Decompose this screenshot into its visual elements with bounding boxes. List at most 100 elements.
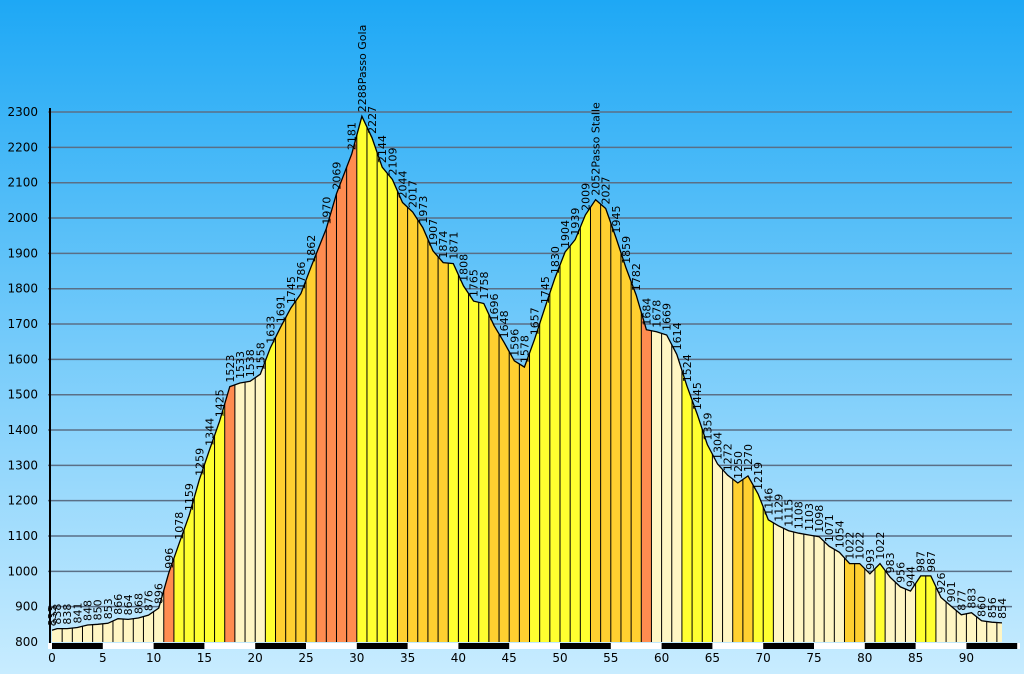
y-tick-label: 1000 (7, 564, 38, 578)
y-tick-label: 1200 (7, 494, 38, 508)
elevation-label: 1524 (681, 354, 694, 382)
x-tick-label: 40 (451, 651, 466, 665)
elevation-label: 1259 (193, 448, 206, 476)
y-tick-label: 1600 (7, 352, 38, 366)
y-tick-label: 900 (15, 600, 38, 614)
x-tick-label: 65 (705, 651, 720, 665)
elevation-label: 1907 (427, 219, 440, 247)
elevation-label: 1874 (437, 231, 450, 259)
x-axis-segment (255, 643, 306, 649)
elevation-label: 1146 (762, 488, 775, 516)
elevation-label: 1684 (640, 298, 653, 326)
y-tick-label: 2100 (7, 176, 38, 190)
elevation-label: 987 (915, 551, 928, 572)
elevation-label: 2144 (376, 135, 389, 163)
x-tick-label: 80 (857, 651, 872, 665)
elevation-label: 1538 (244, 349, 257, 377)
x-axis-bar (48, 643, 1020, 649)
y-tick-label: 1700 (7, 317, 38, 331)
elevation-label: 1904 (559, 220, 572, 248)
grade-band (641, 116, 652, 642)
elevation-label: 1533 (234, 351, 247, 379)
elevation-label: 1691 (275, 295, 288, 323)
elevation-labels: 8338388388418488508538668648688768969961… (46, 84, 1009, 626)
x-tick-label: 90 (959, 651, 974, 665)
elevation-label: 956 (894, 562, 907, 583)
elevation-label: 838 (61, 604, 74, 625)
elevation-label: 1558 (254, 342, 267, 370)
elevation-label: 1098 (813, 505, 826, 533)
elevation-label: 1071 (823, 514, 836, 542)
x-tick-label: 20 (248, 651, 263, 665)
x-axis-segment (153, 643, 205, 649)
elevation-label: 1129 (772, 494, 785, 522)
axes (48, 108, 1020, 649)
elevation-label: 983 (884, 552, 897, 573)
elevation-label: 2109 (386, 148, 399, 176)
elevation-label: 987 (925, 551, 938, 572)
x-tick-label: 75 (806, 651, 821, 665)
y-tick-label: 2200 (7, 140, 38, 154)
grade-band (265, 116, 276, 642)
elevation-label: 1270 (742, 444, 755, 472)
y-tick-label: 1800 (7, 282, 38, 296)
elevation-label: 1578 (518, 335, 531, 363)
x-tick-label: 10 (146, 651, 161, 665)
elevation-label: 944 (905, 566, 918, 587)
elevation-label: 1596 (508, 329, 521, 357)
profile-line (51, 114, 1003, 631)
elevation-label: 848 (82, 600, 95, 621)
elevation-label: 2069 (330, 162, 343, 190)
pass-labels: Passo Gola Passo Stalle (356, 25, 603, 168)
elevation-label: 2227 (366, 106, 379, 134)
elevation-label: 1657 (529, 307, 542, 335)
elevation-label: 1159 (183, 483, 196, 511)
y-tick-label: 2000 (7, 211, 38, 225)
x-axis-segment (763, 643, 814, 649)
y-tick-label: 1400 (7, 423, 38, 437)
elevation-label: 877 (955, 590, 968, 611)
elevation-label: 2052 (590, 168, 603, 196)
elevation-label: 1862 (305, 235, 318, 263)
elevation-label: 1939 (569, 208, 582, 236)
elevation-label: 1745 (539, 276, 552, 304)
x-tick-label: 45 (502, 651, 517, 665)
elevation-label: 1945 (610, 205, 623, 233)
elevation-label: 883 (965, 588, 978, 609)
x-tick-label: 50 (552, 651, 567, 665)
x-tick-label: 60 (654, 651, 669, 665)
elevation-label: 1103 (803, 503, 816, 531)
x-axis-segment (864, 643, 916, 649)
elevation-label: 926 (935, 572, 948, 593)
elevation-label: 1669 (661, 303, 674, 331)
y-tick-label: 2300 (7, 105, 38, 119)
elevation-label: 1678 (651, 300, 664, 328)
y-tick-labels: 800 900 1000 1100 1200 1300 1400 1500 1600 1700 18… (7, 105, 38, 649)
elevation-label: 2181 (346, 122, 359, 150)
elevation-label: 1304 (711, 432, 724, 460)
elevation-label: 853 (102, 598, 115, 619)
elevation-label: 833 (46, 605, 59, 626)
elevation-label: 1758 (478, 272, 491, 300)
elevation-label: 1022 (854, 532, 867, 560)
elevation-label: 860 (976, 596, 989, 617)
y-tick-label: 1900 (7, 246, 38, 260)
x-axis-segment (356, 643, 408, 649)
elevation-label: 1614 (671, 322, 684, 350)
elevation-label: 1108 (793, 501, 806, 529)
x-axis-segment (966, 643, 1018, 649)
x-tick-label: 25 (298, 651, 313, 665)
elevation-label: 1808 (457, 254, 470, 282)
elevation-label: 1871 (447, 232, 460, 260)
x-tick-label: 70 (756, 651, 771, 665)
elevation-label: 864 (122, 594, 135, 615)
elevation-label: 1970 (320, 197, 333, 225)
elevation-label: 2009 (579, 183, 592, 211)
x-tick-label: 5 (99, 651, 107, 665)
elevation-label: 1054 (833, 520, 846, 548)
x-axis-segment (661, 643, 713, 649)
y-tick-label: 1300 (7, 458, 38, 472)
x-tick-label: 85 (908, 651, 923, 665)
elevation-label: 1445 (691, 382, 704, 410)
